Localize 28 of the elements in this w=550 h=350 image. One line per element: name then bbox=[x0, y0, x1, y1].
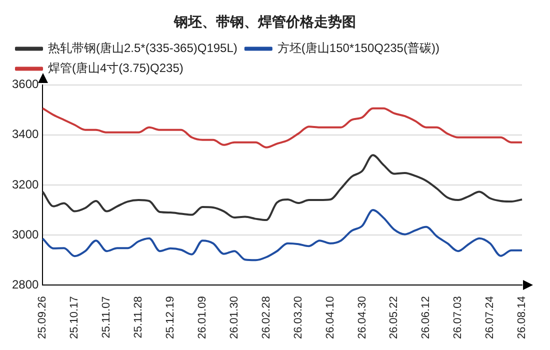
x-tick-label: 25.11.07 bbox=[100, 296, 113, 338]
x-tick-label: 26.01.30 bbox=[228, 296, 240, 340]
x-tick-label: 26.07.03 bbox=[452, 296, 464, 340]
y-tick-label: 3400 bbox=[12, 127, 40, 142]
legend-label: 方坯(唐山150*150Q235(普碳)) bbox=[277, 41, 440, 56]
line-series bbox=[42, 209, 523, 262]
x-tick-label: 25.12.19 bbox=[164, 296, 177, 340]
legend-label: 热轧带钢(唐山2.5*(335-365)Q195L) bbox=[48, 41, 238, 56]
legend-label: 焊管(唐山4寸(3.75)Q235) bbox=[48, 61, 184, 76]
x-tick-label: 25.09.26 bbox=[36, 296, 49, 340]
x-tick-label: 26.04.30 bbox=[356, 296, 368, 340]
y-tick-label: 2800 bbox=[12, 277, 40, 292]
x-tick-label: 26.08.14 bbox=[516, 296, 528, 340]
chart-title: 钢坯、带钢、焊管价格走势图 bbox=[173, 13, 356, 30]
y-tick-label: 3200 bbox=[12, 177, 40, 192]
line-series bbox=[42, 107, 523, 148]
x-tick-label: 26.03.20 bbox=[292, 296, 304, 340]
x-tick-label: 26.05.22 bbox=[388, 296, 400, 340]
x-tick-label: 26.04.10 bbox=[324, 296, 336, 340]
line-series bbox=[42, 154, 523, 222]
x-tick-label: 25.11.28 bbox=[132, 296, 145, 338]
x-tick-label: 26.06.12 bbox=[420, 296, 432, 340]
y-tick-label: 3000 bbox=[12, 227, 40, 242]
x-tick-label: 25.10.17 bbox=[68, 296, 81, 340]
x-tick-label: 26.07.24 bbox=[484, 296, 496, 340]
y-tick-label: 3600 bbox=[12, 77, 40, 92]
x-tick-label: 26.01.09 bbox=[196, 296, 208, 340]
x-tick-label: 26.02.28 bbox=[260, 296, 272, 340]
